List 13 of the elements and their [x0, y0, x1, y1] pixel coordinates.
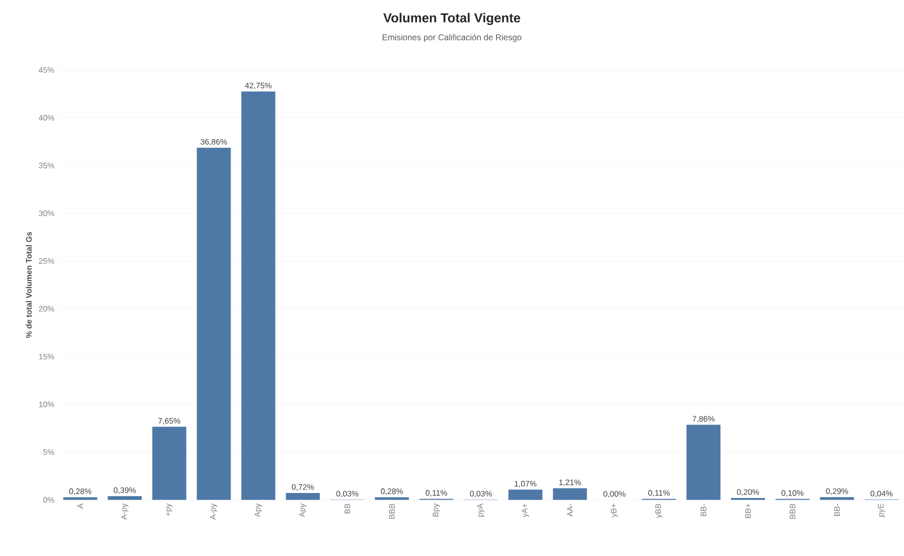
- bar: [152, 426, 186, 500]
- bar: [552, 488, 587, 500]
- bar: [63, 497, 98, 500]
- chart-title: Volumen Total Vigente: [383, 12, 520, 26]
- bar: [108, 496, 142, 500]
- bar: [508, 490, 542, 500]
- bar: [286, 493, 320, 500]
- chart-subtitle: Emisiones por Calificación de Riesgo: [382, 34, 522, 42]
- bar: [686, 424, 720, 500]
- bar: [241, 92, 276, 500]
- bar: [196, 148, 231, 500]
- bar: [820, 497, 854, 500]
- bar: [374, 497, 409, 500]
